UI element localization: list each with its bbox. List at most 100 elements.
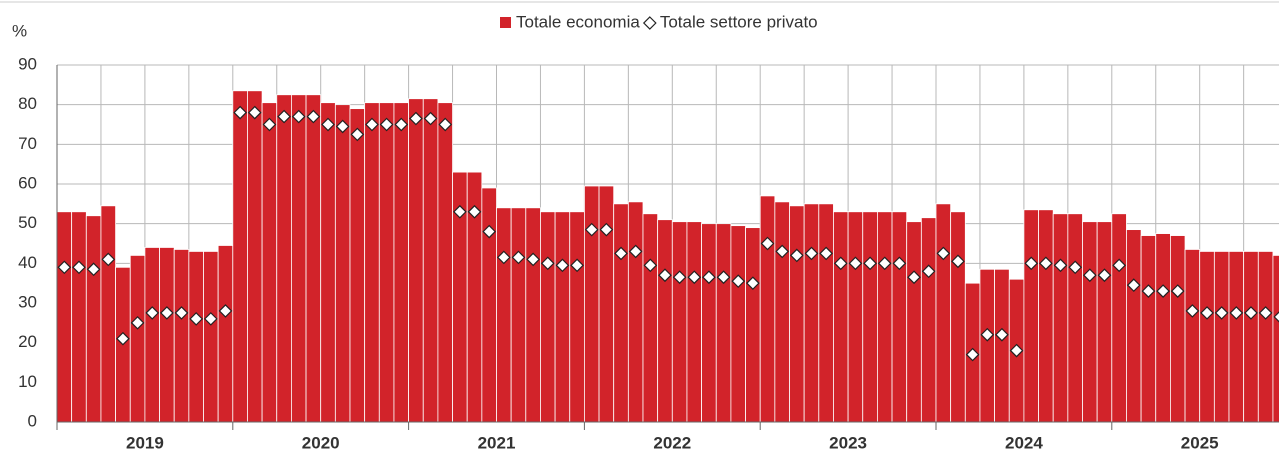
- diamond-marker: [1097, 268, 1112, 283]
- bar: [408, 98, 424, 423]
- bar: [1155, 233, 1171, 423]
- diamond-marker: [540, 256, 555, 271]
- bar: [232, 90, 248, 423]
- diamond-marker: [672, 270, 687, 285]
- diamond-marker: [1273, 311, 1279, 323]
- bar: [877, 211, 893, 423]
- bar: [569, 211, 585, 423]
- bar: [1140, 235, 1157, 423]
- diamond-marker: [1039, 256, 1053, 271]
- y-tick-label: 90: [18, 54, 37, 73]
- bar: [950, 211, 966, 423]
- diamond-marker: [1214, 306, 1229, 320]
- diamond-marker: [409, 111, 423, 126]
- diamond-marker: [57, 260, 72, 275]
- bar: [906, 221, 922, 423]
- bar: [525, 207, 541, 423]
- y-tick-label: 40: [18, 253, 37, 272]
- diamond-marker: [892, 256, 907, 271]
- diamond-marker: [833, 256, 848, 271]
- bar: [247, 90, 263, 423]
- bar: [510, 207, 527, 423]
- bar: [290, 94, 307, 423]
- diamond-marker: [1244, 306, 1258, 320]
- bar: [920, 217, 937, 423]
- bar: [217, 245, 234, 423]
- diamond-marker: [1170, 284, 1185, 298]
- bar: [745, 227, 761, 423]
- diamond-marker: [1053, 258, 1068, 273]
- diamond-marker: [965, 347, 980, 362]
- diamond-marker: [789, 248, 804, 263]
- x-tick-label: 2021: [478, 433, 516, 452]
- diamond-marker: [86, 262, 101, 277]
- bar: [276, 94, 292, 423]
- diamond-marker: [130, 315, 145, 330]
- y-tick-label: 0: [28, 411, 37, 430]
- bar: [994, 268, 1010, 423]
- bar: [56, 211, 73, 423]
- diamond-marker: [233, 105, 247, 120]
- diamond-marker: [72, 260, 86, 275]
- diamond-marker: [306, 109, 321, 124]
- bar: [715, 223, 732, 423]
- diamond-marker: [687, 270, 702, 285]
- diamond-marker: [145, 306, 160, 320]
- diamond-marker: [394, 117, 409, 132]
- bar: [979, 268, 996, 423]
- diamond-marker: [262, 117, 277, 132]
- diamond-marker: [775, 244, 790, 259]
- diamond-marker: [247, 105, 262, 120]
- diamond-marker: [628, 244, 643, 259]
- diamond-marker: [203, 312, 218, 326]
- bar: [789, 205, 805, 423]
- diamond-marker: [350, 127, 365, 142]
- diamond-marker: [702, 270, 716, 285]
- diamond-marker: [921, 264, 936, 279]
- bar: [144, 247, 160, 423]
- diamond-marker: [1229, 306, 1244, 320]
- bar: [803, 203, 820, 423]
- diamond-marker: [1185, 304, 1200, 318]
- bar: [1199, 251, 1215, 423]
- legend-swatch: [500, 17, 511, 28]
- diamond-marker: [995, 327, 1009, 342]
- bar: [584, 185, 600, 423]
- y-axis-label: %: [12, 21, 27, 40]
- diamond-marker: [467, 204, 482, 219]
- bar: [1228, 251, 1245, 423]
- legend-label: Totale settore privato: [660, 12, 818, 31]
- bar: [496, 207, 512, 423]
- diamond-marker: [980, 327, 995, 342]
- diamond-marker: [438, 117, 453, 132]
- bar: [540, 211, 556, 423]
- diamond-marker: [511, 250, 526, 265]
- bar: [1067, 213, 1083, 423]
- bar: [686, 221, 703, 423]
- diamond-marker: [1068, 260, 1083, 275]
- bar: [935, 203, 952, 423]
- diamond-marker: [453, 204, 467, 219]
- diamond-marker: [423, 111, 438, 126]
- bar: [437, 102, 453, 423]
- y-tick-label: 80: [18, 94, 37, 113]
- legend-swatch: [642, 16, 657, 30]
- diamond-marker: [570, 258, 584, 273]
- diamond-marker: [819, 246, 833, 261]
- bar: [159, 247, 175, 423]
- diamond-marker: [218, 304, 233, 318]
- diamond-marker: [335, 119, 350, 134]
- x-tick-label: 2019: [126, 433, 164, 452]
- bar: [1213, 251, 1230, 423]
- legend-label: Totale economia: [516, 12, 640, 31]
- bar: [642, 213, 659, 423]
- diamond-marker: [658, 268, 672, 283]
- bar: [173, 249, 190, 423]
- bar: [393, 102, 410, 423]
- diamond-marker: [1141, 284, 1156, 298]
- y-tick-label: 50: [18, 213, 37, 232]
- diamond-marker: [1200, 306, 1214, 320]
- bar: [1126, 229, 1142, 423]
- diamond-marker: [101, 252, 116, 267]
- bar: [320, 102, 336, 423]
